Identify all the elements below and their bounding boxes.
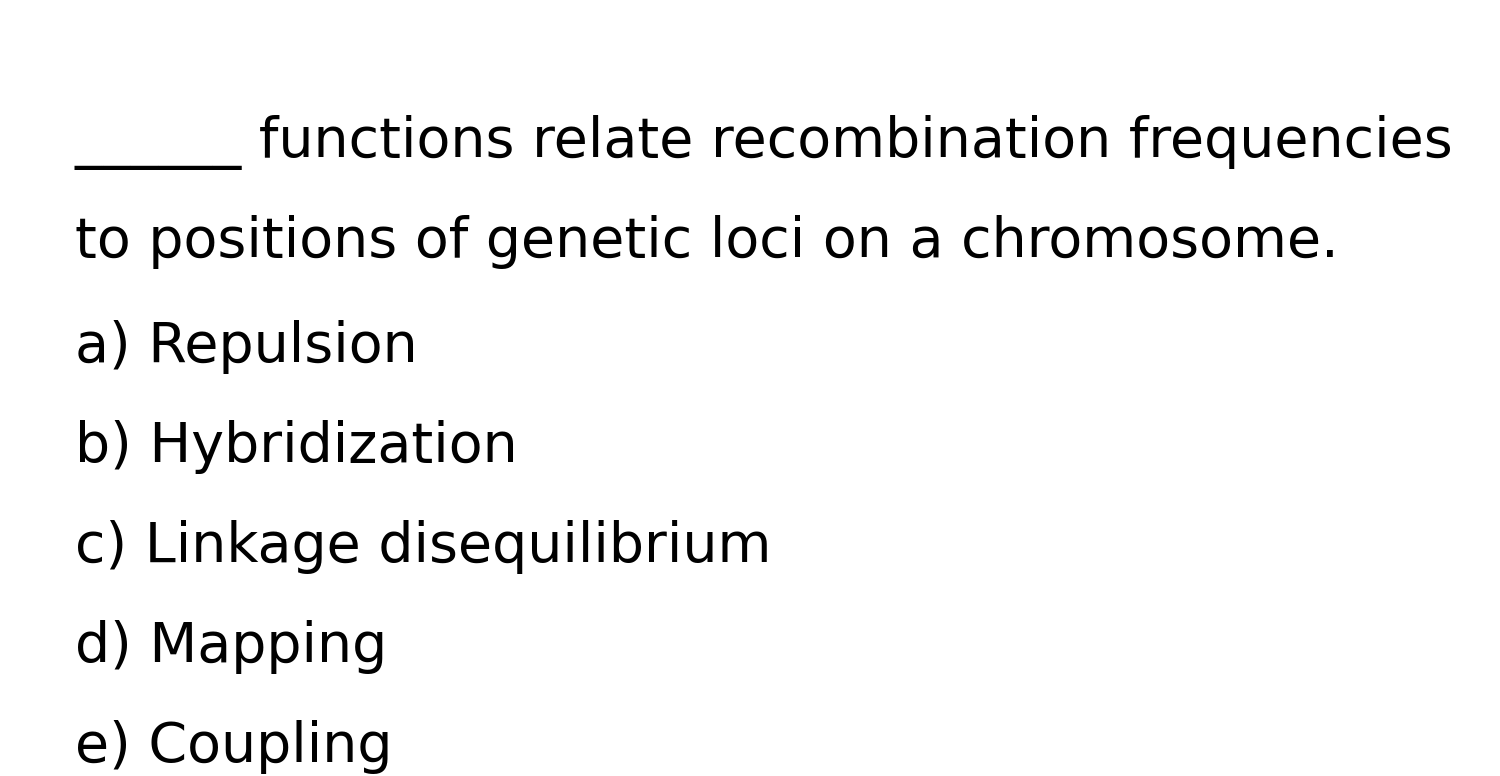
- Text: c) Linkage disequilibrium: c) Linkage disequilibrium: [75, 520, 771, 574]
- Text: b) Hybridization: b) Hybridization: [75, 420, 518, 474]
- Text: ______ functions relate recombination frequencies: ______ functions relate recombination fr…: [75, 115, 1454, 170]
- Text: d) Mapping: d) Mapping: [75, 620, 387, 674]
- Text: to positions of genetic loci on a chromosome.: to positions of genetic loci on a chromo…: [75, 215, 1338, 269]
- Text: e) Coupling: e) Coupling: [75, 720, 393, 774]
- Text: a) Repulsion: a) Repulsion: [75, 320, 417, 374]
